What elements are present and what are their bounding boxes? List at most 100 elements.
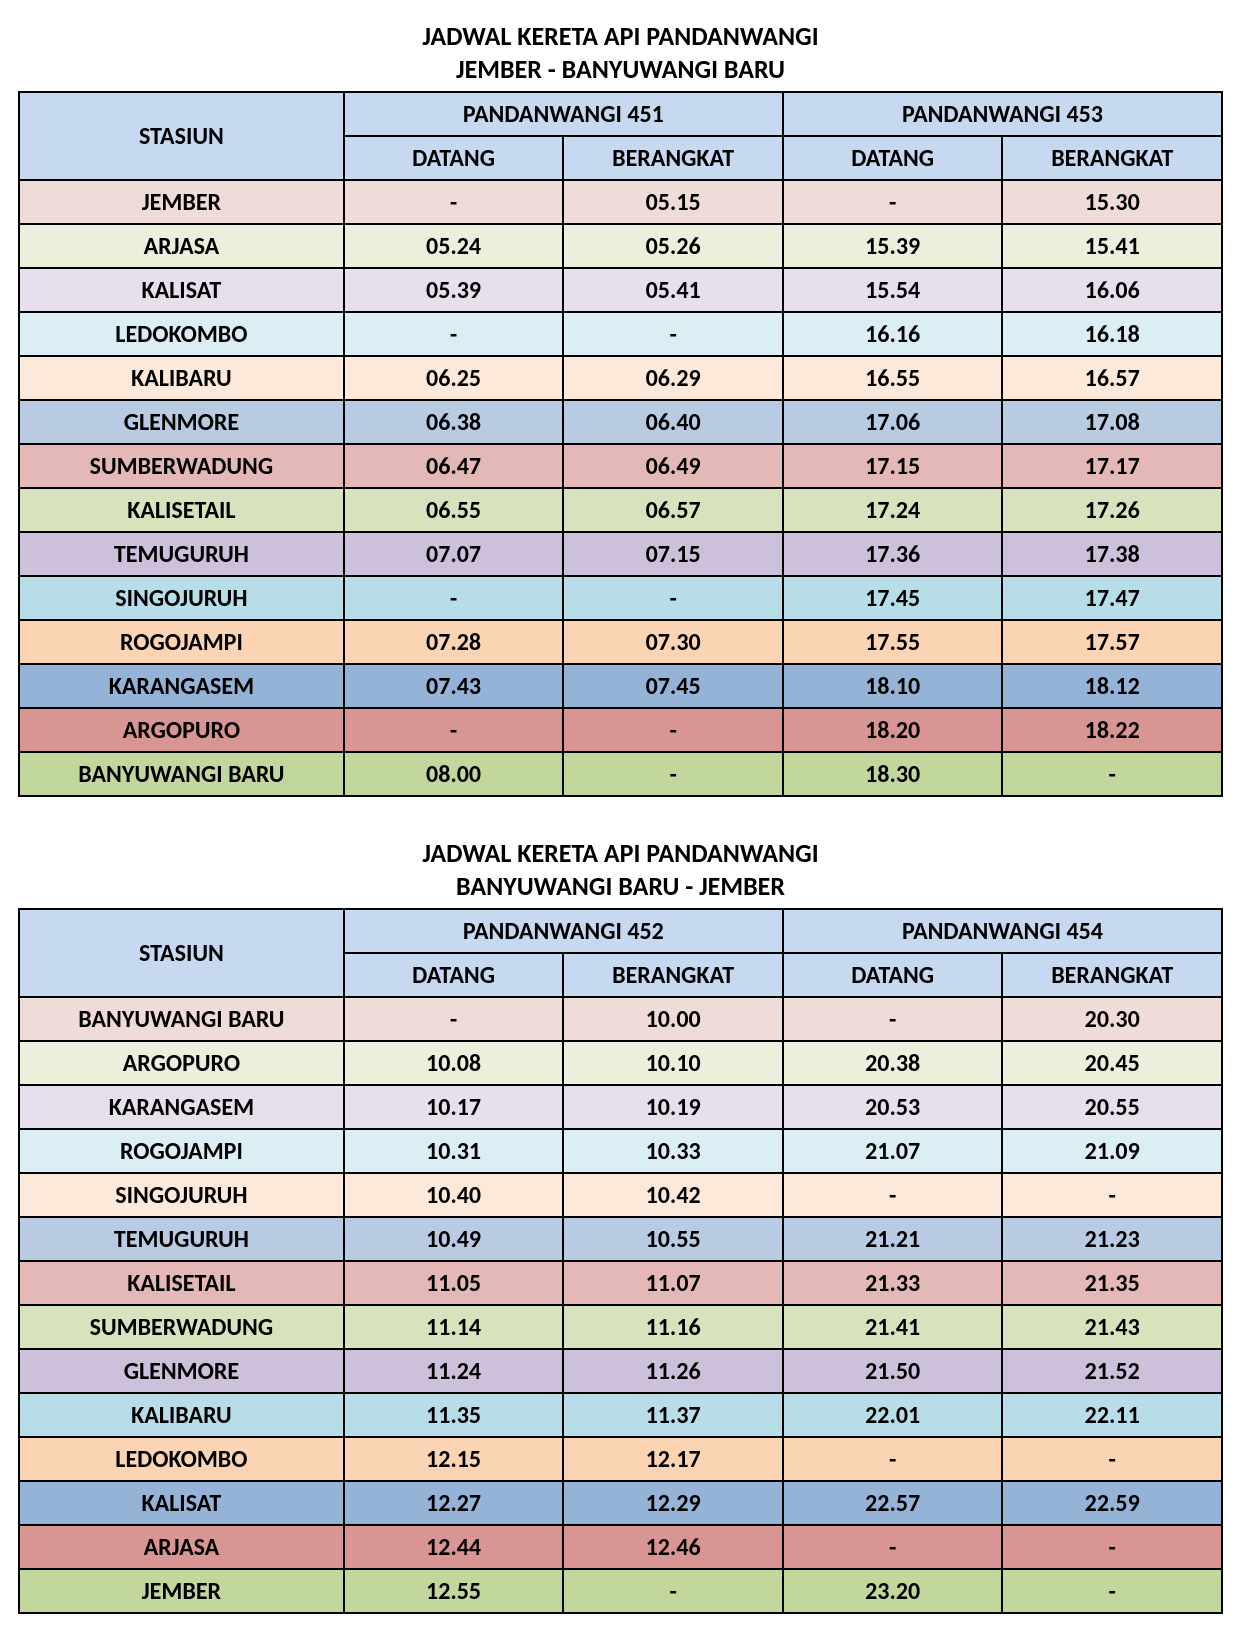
table-row: SINGOJURUH10.4010.42-- — [19, 1173, 1222, 1217]
time-cell: 17.57 — [1002, 620, 1222, 664]
th-station: STASIUN — [19, 909, 344, 997]
time-cell: - — [344, 997, 564, 1041]
time-cell: 10.31 — [344, 1129, 564, 1173]
time-cell: - — [563, 1569, 783, 1613]
time-cell: - — [563, 576, 783, 620]
table-row: ARGOPURO10.0810.1020.3820.45 — [19, 1041, 1222, 1085]
time-cell: 21.07 — [783, 1129, 1003, 1173]
table-row: KALIBARU06.2506.2916.5516.57 — [19, 356, 1222, 400]
time-cell: 12.15 — [344, 1437, 564, 1481]
time-cell: - — [783, 180, 1003, 224]
time-cell: - — [563, 312, 783, 356]
time-cell: 23.20 — [783, 1569, 1003, 1613]
time-cell: 12.46 — [563, 1525, 783, 1569]
time-cell: 10.00 — [563, 997, 783, 1041]
table-row: ARJASA12.4412.46-- — [19, 1525, 1222, 1569]
table-row: ARJASA05.2405.2615.3915.41 — [19, 224, 1222, 268]
time-cell: 20.38 — [783, 1041, 1003, 1085]
th-train2: PANDANWANGI 453 — [783, 92, 1222, 136]
time-cell: 21.41 — [783, 1305, 1003, 1349]
time-cell: - — [1002, 1525, 1222, 1569]
time-cell: 06.29 — [563, 356, 783, 400]
time-cell: 05.39 — [344, 268, 564, 312]
time-cell: 20.30 — [1002, 997, 1222, 1041]
station-cell: TEMUGURUH — [19, 532, 344, 576]
time-cell: 10.08 — [344, 1041, 564, 1085]
time-cell: 07.45 — [563, 664, 783, 708]
time-cell: 21.50 — [783, 1349, 1003, 1393]
time-cell: 17.38 — [1002, 532, 1222, 576]
table-row: JEMBER12.55-23.20- — [19, 1569, 1222, 1613]
time-cell: 18.22 — [1002, 708, 1222, 752]
table2-title: JADWAL KERETA API PANDANWANGI BANYUWANGI… — [18, 837, 1223, 902]
time-cell: 21.35 — [1002, 1261, 1222, 1305]
time-cell: 12.17 — [563, 1437, 783, 1481]
table-row: ROGOJAMPI10.3110.3321.0721.09 — [19, 1129, 1222, 1173]
time-cell: 17.36 — [783, 532, 1003, 576]
time-cell: 11.37 — [563, 1393, 783, 1437]
time-cell: 20.45 — [1002, 1041, 1222, 1085]
station-cell: KALIBARU — [19, 356, 344, 400]
table2-title-line1: JADWAL KERETA API PANDANWANGI — [18, 837, 1223, 870]
time-cell: 07.07 — [344, 532, 564, 576]
table-row: SINGOJURUH--17.4517.47 — [19, 576, 1222, 620]
time-cell: 08.00 — [344, 752, 564, 796]
time-cell: 18.10 — [783, 664, 1003, 708]
table1-title-line2: JEMBER - BANYUWANGI BARU — [18, 53, 1223, 86]
station-cell: GLENMORE — [19, 400, 344, 444]
station-cell: ARGOPURO — [19, 708, 344, 752]
time-cell: 22.01 — [783, 1393, 1003, 1437]
time-cell: 16.18 — [1002, 312, 1222, 356]
station-cell: KALISAT — [19, 268, 344, 312]
station-cell: LEDOKOMBO — [19, 1437, 344, 1481]
time-cell: 10.40 — [344, 1173, 564, 1217]
time-cell: 06.55 — [344, 488, 564, 532]
time-cell: 22.57 — [783, 1481, 1003, 1525]
table1-title-line1: JADWAL KERETA API PANDANWANGI — [18, 20, 1223, 53]
time-cell: 07.28 — [344, 620, 564, 664]
time-cell: 17.26 — [1002, 488, 1222, 532]
time-cell: 18.30 — [783, 752, 1003, 796]
time-cell: - — [344, 312, 564, 356]
table-row: KARANGASEM07.4307.4518.1018.12 — [19, 664, 1222, 708]
time-cell: 21.43 — [1002, 1305, 1222, 1349]
time-cell: 06.57 — [563, 488, 783, 532]
time-cell: 12.44 — [344, 1525, 564, 1569]
time-cell: 10.19 — [563, 1085, 783, 1129]
th-arrive1: DATANG — [344, 136, 564, 180]
time-cell: 15.30 — [1002, 180, 1222, 224]
time-cell: 05.41 — [563, 268, 783, 312]
th-station: STASIUN — [19, 92, 344, 180]
time-cell: 17.06 — [783, 400, 1003, 444]
time-cell: 07.15 — [563, 532, 783, 576]
time-cell: - — [783, 1173, 1003, 1217]
table-row: BANYUWANGI BARU-10.00-20.30 — [19, 997, 1222, 1041]
time-cell: 10.42 — [563, 1173, 783, 1217]
th-depart1: BERANGKAT — [563, 953, 783, 997]
time-cell: 16.06 — [1002, 268, 1222, 312]
time-cell: - — [1002, 752, 1222, 796]
time-cell: 10.17 — [344, 1085, 564, 1129]
table-row: KALISAT05.3905.4115.5416.06 — [19, 268, 1222, 312]
time-cell: 18.12 — [1002, 664, 1222, 708]
time-cell: 05.15 — [563, 180, 783, 224]
time-cell: - — [344, 180, 564, 224]
time-cell: - — [344, 576, 564, 620]
table-row: KALISAT12.2712.2922.5722.59 — [19, 1481, 1222, 1525]
time-cell: - — [783, 1437, 1003, 1481]
schedule-table-2: STASIUN PANDANWANGI 452 PANDANWANGI 454 … — [18, 908, 1223, 1614]
station-cell: KALISAT — [19, 1481, 344, 1525]
th-depart2: BERANGKAT — [1002, 136, 1222, 180]
time-cell: 15.39 — [783, 224, 1003, 268]
station-cell: GLENMORE — [19, 1349, 344, 1393]
station-cell: SUMBERWADUNG — [19, 1305, 344, 1349]
time-cell: 15.41 — [1002, 224, 1222, 268]
time-cell: 06.49 — [563, 444, 783, 488]
table-row: SUMBERWADUNG06.4706.4917.1517.17 — [19, 444, 1222, 488]
time-cell: 12.55 — [344, 1569, 564, 1613]
table-row: KALIBARU11.3511.3722.0122.11 — [19, 1393, 1222, 1437]
station-cell: SINGOJURUH — [19, 1173, 344, 1217]
th-train2: PANDANWANGI 454 — [783, 909, 1222, 953]
station-cell: SINGOJURUH — [19, 576, 344, 620]
time-cell: 06.25 — [344, 356, 564, 400]
